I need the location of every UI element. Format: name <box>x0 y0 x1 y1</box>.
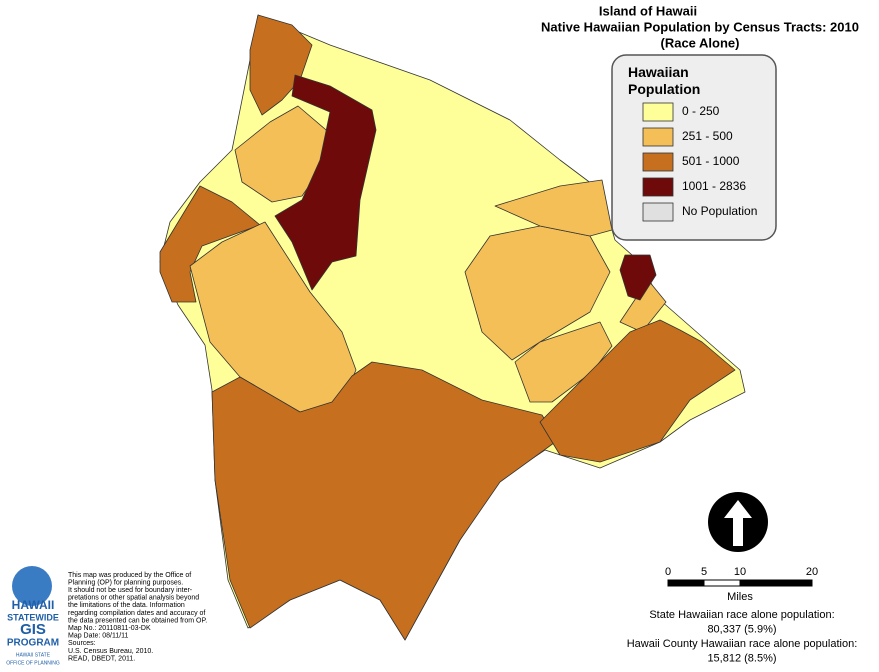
stats: State Hawaiian race alone population: 80,… <box>627 609 858 665</box>
scale-label: 0 <box>665 566 671 578</box>
logo-text: OFFICE OF PLANNING <box>6 660 60 666</box>
disclaimer: This map was produced by the Office ofPl… <box>68 572 207 663</box>
tract <box>159 185 261 303</box>
disclaimer-line: the data presented can be obtained from … <box>68 617 207 624</box>
scale-bar: 0 5 10 20 Miles <box>665 566 818 603</box>
stat-line: State Hawaiian race alone population: <box>649 609 834 621</box>
legend-label: No Population <box>682 204 757 218</box>
logo-globe <box>12 566 52 606</box>
logo-text: PROGRAM <box>7 638 59 649</box>
scale-segment <box>703 579 741 587</box>
legend-label: 251 - 500 <box>682 129 733 143</box>
tract <box>514 321 613 403</box>
disclaimer-line: regarding compilation dates and accuracy… <box>68 610 205 617</box>
tract <box>249 14 313 116</box>
legend-label: 0 - 250 <box>682 104 720 118</box>
logo-text: HAWAII <box>12 598 55 612</box>
legend-swatch <box>642 177 674 197</box>
tract <box>189 221 357 413</box>
stat-line: 80,337 (5.9%) <box>707 623 776 635</box>
disclaimer-line: It should not be used for boundary inter… <box>68 587 193 594</box>
scale-label: 10 <box>734 566 746 578</box>
disclaimer-line: READ, DBEDT, 2011. <box>68 655 135 662</box>
logo-text: STATEWIDE <box>7 612 59 622</box>
legend-label: 1001 - 2836 <box>682 179 746 193</box>
legend-label: 501 - 1000 <box>682 154 740 168</box>
stat-line: 15,812 (8.5%) <box>707 652 776 664</box>
legend: 0 - 250 251 - 500 501 - 1000 1001 - 2836 No … <box>642 102 757 222</box>
tract <box>619 254 657 301</box>
legend-title: Hawaiian Population <box>628 64 701 97</box>
disclaimer-line: pretations or other spatial analysis bey… <box>68 595 199 602</box>
tract <box>274 74 377 291</box>
scale-label: 20 <box>806 566 818 578</box>
logo-text: GIS <box>20 621 46 638</box>
legend-swatch <box>642 102 674 122</box>
island <box>159 14 746 641</box>
disclaimer-line: This map was produced by the Office of <box>68 572 191 579</box>
disclaimer-line: the limitations of the data. Information <box>68 602 185 609</box>
disclaimer-line: Map Date: 08/11/11 <box>68 633 129 640</box>
scale-segment <box>667 579 705 587</box>
legend-swatch <box>642 202 674 222</box>
tract <box>211 361 559 641</box>
disclaimer-line: Map No.: 20110811-03-DK <box>68 625 151 632</box>
scale-unit: Miles <box>727 591 753 603</box>
legend-swatch <box>642 152 674 172</box>
disclaimer-line: Sources: <box>68 640 96 647</box>
logo: HAWAII STATEWIDE GIS PROGRAM HAWAII STAT… <box>6 566 60 666</box>
tract <box>539 319 736 463</box>
legend-swatch <box>642 127 674 147</box>
map-title: Island of Hawaii <box>599 3 697 18</box>
map-note: (Race Alone) <box>661 35 740 50</box>
scale-label: 5 <box>701 566 707 578</box>
disclaimer-line: Planning (OP) for planning purposes. <box>68 579 183 586</box>
scale-segment <box>739 579 813 587</box>
logo-text: HAWAII STATE <box>16 652 51 658</box>
stat-line: Hawaii County Hawaiian race alone popula… <box>627 638 858 650</box>
map-subtitle: Native Hawaiian Population by Census Tra… <box>541 19 859 34</box>
north-arrow-glyph <box>724 500 752 546</box>
disclaimer-line: U.S. Census Bureau, 2010. <box>68 648 153 655</box>
tract <box>464 225 611 361</box>
